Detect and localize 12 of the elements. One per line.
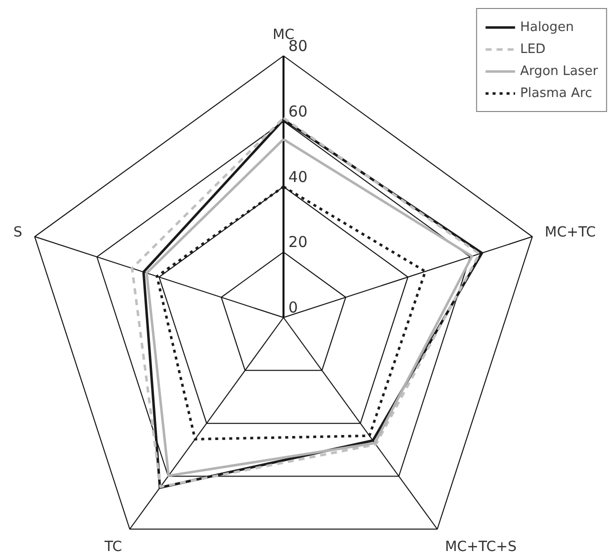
y-tick-label: 60 (288, 102, 308, 120)
spoke-label: MC+TC+S (444, 538, 517, 555)
legend-label: Argon Laser (520, 64, 598, 78)
spoke-label: TC (104, 538, 122, 555)
y-tick-label: 40 (288, 168, 308, 186)
legend-label: Plasma Arc (520, 86, 592, 100)
y-tick-label: 20 (288, 233, 308, 252)
legend-label: Halogen (520, 20, 574, 34)
spoke-label: MC+TC (544, 224, 596, 241)
y-tick-label: 0 (288, 298, 298, 317)
legend-label: LED (520, 42, 546, 56)
spoke-label: S (13, 224, 22, 241)
